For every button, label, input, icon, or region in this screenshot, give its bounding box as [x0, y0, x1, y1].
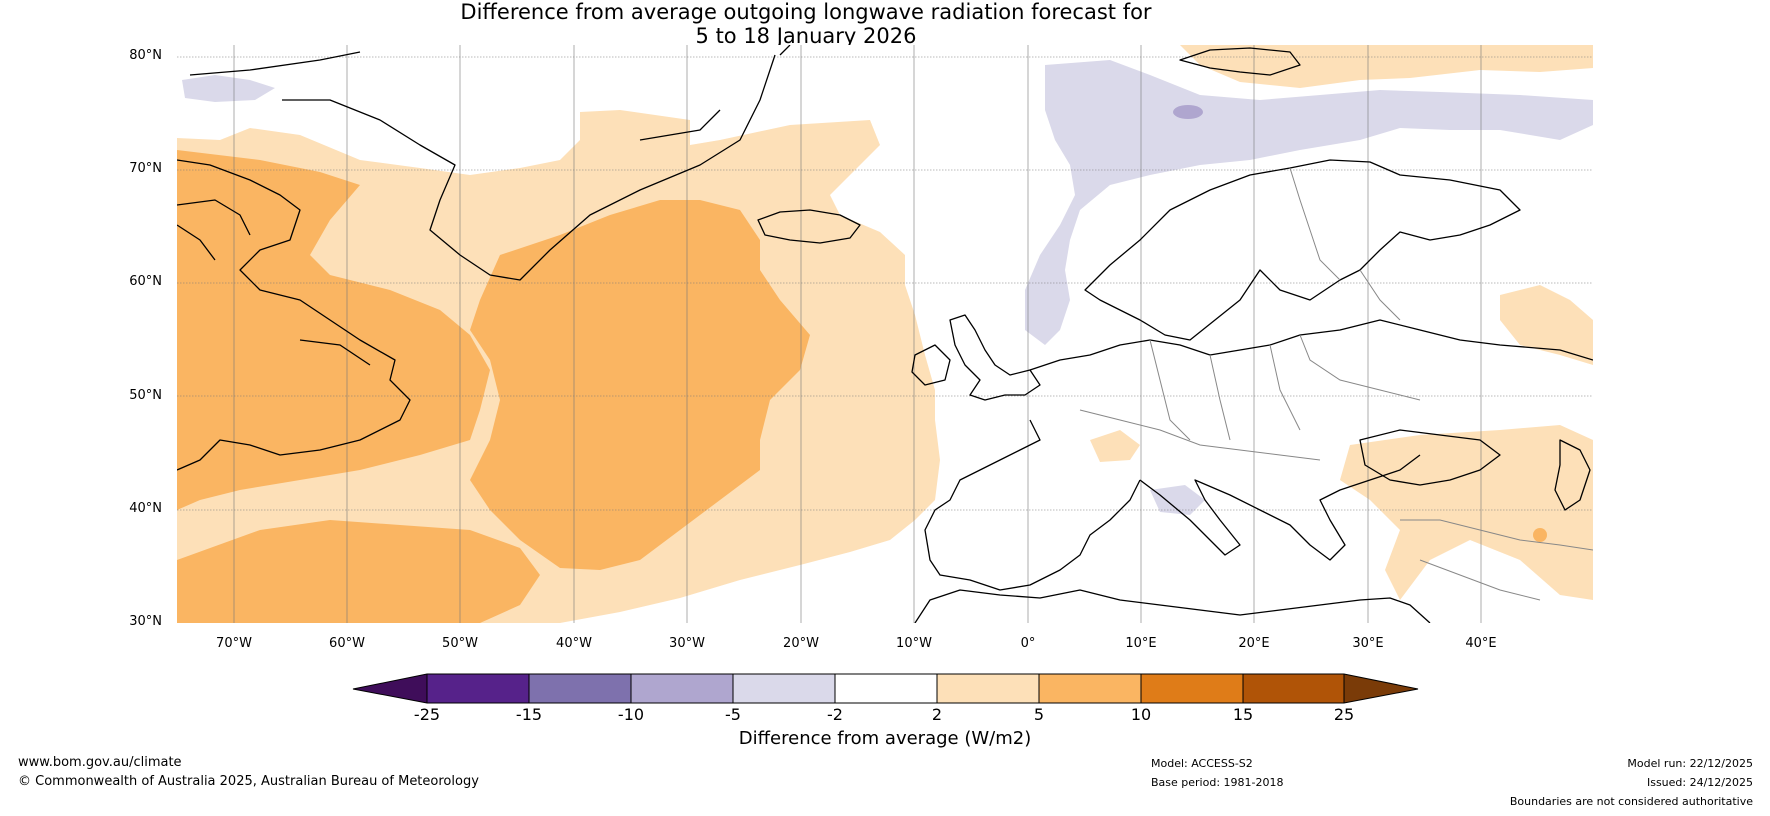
lat-label: 50°N	[129, 388, 162, 403]
colorbar-swatch	[937, 674, 1039, 703]
model-name: Model: ACCESS-S2	[1151, 757, 1253, 770]
anomaly-region-mid-orange-atlantic	[470, 200, 810, 570]
anomaly-region-mid-orange-west	[177, 150, 490, 510]
border-line	[1149, 334, 1421, 441]
lat-label: 40°N	[129, 501, 162, 516]
anomaly-region-light-purple-arctic	[1025, 60, 1593, 345]
colorbar: -25 -15 -10 -5 -2 2 5 10 15 25	[352, 673, 1419, 724]
colorbar-tick: -10	[618, 705, 644, 724]
colorbar-title: Difference from average (W/m2)	[738, 728, 1032, 749]
colorbar-arrow-low	[353, 674, 427, 703]
anomaly-region-light-purple-med	[1150, 485, 1205, 515]
colorbar-tick: 25	[1334, 705, 1354, 724]
colorbar-tick: 10	[1131, 705, 1151, 724]
colorbar-tick: -2	[827, 705, 843, 724]
country-borders	[1079, 167, 1593, 601]
base-period: Base period: 1981-2018	[1151, 776, 1284, 789]
border-line	[1079, 409, 1321, 461]
colorbar-swatch	[835, 674, 937, 703]
colorbar-tick: -25	[414, 705, 440, 724]
map-panel	[177, 45, 1593, 623]
coastline-scandinavia	[1084, 159, 1521, 341]
lon-label: 40°W	[556, 636, 592, 651]
lon-label: 60°W	[329, 636, 365, 651]
colorbar-tick: 2	[932, 705, 942, 724]
colorbar-swatch	[1141, 674, 1243, 703]
lat-label: 70°N	[129, 161, 162, 176]
coastline-greenland	[189, 45, 791, 281]
colorbar-tick: -5	[725, 705, 741, 724]
lon-label: 50°W	[442, 636, 478, 651]
anomaly-region-light-orange-russia	[1500, 285, 1593, 365]
title-line-2: 5 to 18 January 2026	[695, 24, 917, 48]
colorbar-tick: 15	[1233, 705, 1253, 724]
anomaly-region-light-purple-greenland	[182, 75, 275, 102]
colorbar-swatch	[733, 674, 835, 703]
website-link[interactable]: www.bom.gov.au/climate	[18, 755, 182, 770]
anomaly-region-light-orange-turkey	[1340, 425, 1593, 600]
lat-label: 80°N	[129, 48, 162, 63]
coastline-africa	[914, 589, 1431, 623]
disclaimer: Boundaries are not considered authoritat…	[1509, 795, 1753, 808]
lon-label: 20°E	[1238, 636, 1270, 651]
coastline-black-sea	[1359, 429, 1501, 486]
coastline-iceland	[757, 209, 861, 244]
anomaly-region-mid-orange-south	[177, 520, 540, 623]
lon-label: 70°W	[216, 636, 252, 651]
colorbar-arrow-high	[1344, 674, 1418, 703]
coastlines	[177, 45, 1593, 623]
issued-date: Issued: 24/12/2025	[1646, 776, 1753, 789]
colorbar-swatch	[427, 674, 529, 703]
lon-label: 0°	[1020, 636, 1036, 651]
lon-label: 30°W	[669, 636, 705, 651]
lon-label: 30°E	[1352, 636, 1384, 651]
anomaly-region-light-orange-svalbard	[1180, 45, 1593, 88]
colorbar-swatch	[529, 674, 631, 703]
anomaly-spot-mid-orange-east	[1533, 528, 1547, 542]
lon-label: 10°W	[896, 636, 932, 651]
anomaly-spot-mid-purple	[1173, 105, 1203, 119]
graticule	[177, 45, 1593, 623]
copyright: © Commonwealth of Australia 2025, Austra…	[18, 774, 479, 789]
title-line-1: Difference from average outgoing longwav…	[460, 0, 1152, 24]
lat-label: 60°N	[129, 274, 162, 289]
colorbar-tick: -15	[516, 705, 542, 724]
model-run: Model run: 22/12/2025	[1627, 757, 1753, 770]
anomaly-region-light-orange-iberia	[1090, 430, 1140, 462]
border-line	[1400, 519, 1593, 601]
border-line	[1289, 167, 1401, 321]
coastline-british-isles	[911, 314, 1041, 401]
colorbar-swatch	[1243, 674, 1344, 703]
coastline-caspian	[1554, 439, 1591, 511]
colorbar-swatch	[1039, 674, 1141, 703]
map-title: Difference from average outgoing longwav…	[0, 0, 1736, 48]
lat-label: 30°N	[129, 614, 162, 629]
lon-label: 10°E	[1125, 636, 1157, 651]
colorbar-tick: 5	[1034, 705, 1044, 724]
colorbar-swatch	[631, 674, 733, 703]
lon-label: 20°W	[783, 636, 819, 651]
coastline-canada	[177, 159, 411, 471]
coastline-svalbard	[1179, 47, 1301, 76]
lon-label: 40°E	[1465, 636, 1497, 651]
